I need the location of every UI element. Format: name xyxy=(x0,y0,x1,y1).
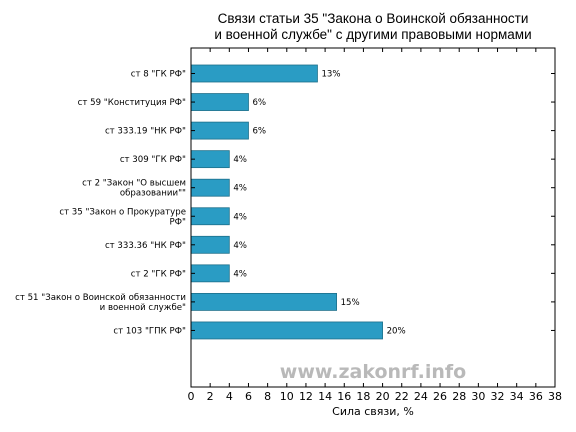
value-label-5: 4% xyxy=(233,212,247,222)
x-tick-label-16: 32 xyxy=(491,390,505,403)
x-tick-label-15: 30 xyxy=(471,390,485,403)
value-label-0: 13% xyxy=(321,70,340,80)
x-axis-ticks: 0 2 4 6 8 10 12 14 16 18 20 22 24 26 28 30 32 34 36 38 xyxy=(188,48,562,403)
bar-9 xyxy=(190,321,383,340)
category-label-5-0: ст 35 "Закон о Прокуратуре xyxy=(59,207,186,217)
bar-2 xyxy=(190,121,249,140)
bar-5 xyxy=(190,207,230,226)
x-tick-label-17: 34 xyxy=(510,390,524,403)
category-label-3-0: ст 309 "ГК РФ" xyxy=(120,155,186,165)
watermark-text: www.zakonrf.info xyxy=(280,361,466,383)
value-label-2: 6% xyxy=(252,127,266,137)
value-label-3: 4% xyxy=(233,155,247,165)
x-tick-label-7: 14 xyxy=(318,390,332,403)
value-labels: 13% 6% 6% 4% 4% 4% 4% 4% 15% 20% xyxy=(233,70,405,337)
category-label-8-1: и военной службе" xyxy=(100,303,186,313)
category-label-4-0: ст 2 "Закон "О высшем xyxy=(82,179,186,189)
chart-title: Связи статьи 35 "Закона о Воинской обяза… xyxy=(214,11,531,42)
value-label-9: 20% xyxy=(387,326,406,336)
x-tick-label-6: 12 xyxy=(299,390,313,403)
x-tick-label-18: 36 xyxy=(529,390,543,403)
bar-6 xyxy=(190,235,230,254)
x-tick-label-3: 6 xyxy=(245,390,252,403)
value-label-4: 4% xyxy=(233,184,247,194)
x-tick-label-0: 0 xyxy=(188,390,195,403)
category-label-8-0: ст 51 "Закон о Воинской обязанности xyxy=(15,293,186,303)
bar-1 xyxy=(190,93,249,111)
x-tick-label-14: 28 xyxy=(452,390,466,403)
category-label-6-0: ст 333.36 "НК РФ" xyxy=(105,241,186,251)
chart-title-line-1: Связи статьи 35 "Закона о Воинской обяза… xyxy=(218,11,529,26)
category-label-1-0: ст 59 "Конституция РФ" xyxy=(78,98,186,108)
category-label-2-0: ст 333.19 "НК РФ" xyxy=(105,127,186,137)
value-label-7: 4% xyxy=(233,269,247,279)
x-tick-label-13: 26 xyxy=(433,390,447,403)
x-tick-label-10: 20 xyxy=(376,390,390,403)
bar-4 xyxy=(190,178,230,197)
x-tick-label-1: 2 xyxy=(207,390,214,403)
category-labels: ст 8 "ГК РФ" ст 59 "Конституция РФ" ст 333… xyxy=(15,70,186,337)
bar-8 xyxy=(190,292,338,311)
chart-title-line-2: и военной службе" с другими правовыми но… xyxy=(214,27,531,42)
category-label-0-0: ст 8 "ГК РФ" xyxy=(131,70,186,80)
x-tick-label-11: 22 xyxy=(395,390,409,403)
x-tick-label-5: 10 xyxy=(280,390,294,403)
value-label-8: 15% xyxy=(341,298,360,308)
plot-frame xyxy=(190,47,556,388)
x-tick-label-2: 4 xyxy=(226,390,233,403)
x-tick-label-12: 24 xyxy=(414,390,428,403)
category-label-9-0: ст 103 "ГПК РФ" xyxy=(113,326,186,336)
value-label-1: 6% xyxy=(252,98,266,108)
x-axis-label: Сила связи, % xyxy=(332,405,414,418)
x-tick-label-4: 8 xyxy=(264,390,271,403)
bar-7 xyxy=(190,264,230,283)
category-label-5-1: РФ" xyxy=(169,217,186,227)
category-label-4-1: образовании"" xyxy=(120,189,186,199)
bar-0 xyxy=(190,64,318,83)
category-label-7-0: ст 2 "ГК РФ" xyxy=(131,269,186,279)
x-tick-label-19: 38 xyxy=(548,390,562,403)
bar-3 xyxy=(190,150,230,169)
x-tick-label-9: 18 xyxy=(356,390,370,403)
value-label-6: 4% xyxy=(233,241,247,251)
x-tick-label-8: 16 xyxy=(337,390,351,403)
